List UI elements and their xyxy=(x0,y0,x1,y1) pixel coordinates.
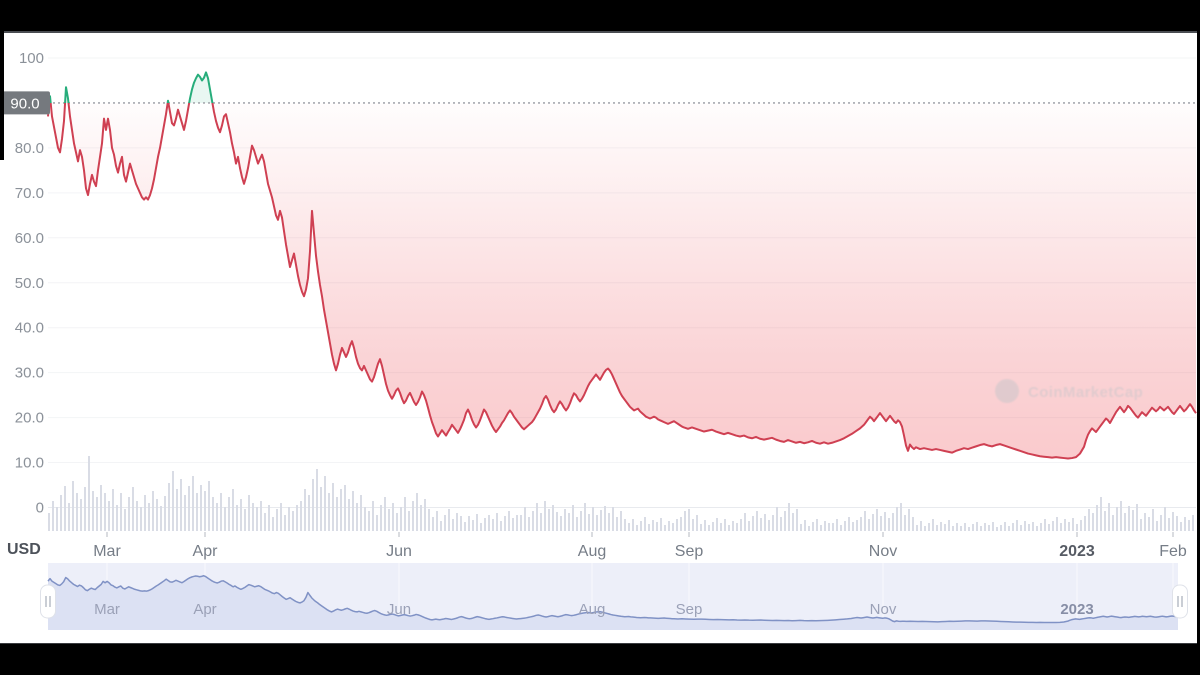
y-axis-label: 10.0 xyxy=(15,455,44,472)
navigator-right-handle[interactable] xyxy=(1172,584,1188,619)
y-axis-label: 20.0 xyxy=(15,410,44,427)
navigator-month-label: Mar xyxy=(94,601,120,618)
x-axis-label: Aug xyxy=(578,543,606,560)
y-axis-highlight-badge: 90.0 xyxy=(0,91,50,115)
watermark-icon xyxy=(995,379,1019,403)
watermark-text: CoinMarketCap xyxy=(1028,384,1143,401)
y-axis-label: 30.0 xyxy=(15,365,44,382)
navigator-month-label: 2023 xyxy=(1060,601,1093,618)
y-axis-label: 0 xyxy=(36,500,44,517)
letterbox-right-strip xyxy=(1197,0,1200,675)
y-axis-label: 100 xyxy=(19,50,44,67)
y-axis-label: 40.0 xyxy=(15,320,44,337)
navigator-month-label: Nov xyxy=(870,601,897,618)
chart-hover-area[interactable] xyxy=(48,33,1196,531)
x-axis-label: Apr xyxy=(193,543,219,560)
letterbox-left-strip xyxy=(0,0,4,160)
navigator-area xyxy=(48,575,1178,630)
currency-unit-label: USD xyxy=(7,541,41,558)
x-axis-label: Jun xyxy=(386,543,412,560)
price-line-red xyxy=(47,102,1197,460)
price-area-fill-negative xyxy=(48,102,1196,459)
price-chart: CoinMarketCap 100 90.0 80.0 70.0 60.0 50.0 40… xyxy=(0,33,1197,630)
navigator-month-label: Aug xyxy=(579,601,606,618)
x-axis-label: Nov xyxy=(869,543,897,560)
letterbox-top-bar xyxy=(0,0,1200,33)
y-axis-label: 60.0 xyxy=(15,230,44,247)
volume-bars xyxy=(48,456,1194,531)
navigator-month-label: Sep xyxy=(676,601,703,618)
price-line-green xyxy=(48,71,214,103)
navigator[interactable]: Mar Apr Jun Aug Sep Nov 2023 xyxy=(40,563,1188,630)
x-axis-label: Feb xyxy=(1159,543,1187,560)
navigator-left-handle[interactable] xyxy=(40,584,56,619)
letterbox-bottom-bar xyxy=(0,643,1200,675)
x-axis-label: 2023 xyxy=(1059,543,1095,560)
y-axis-label: 80.0 xyxy=(15,140,44,157)
navigator-month-label: Jun xyxy=(387,601,411,618)
y-axis-label: 70.0 xyxy=(15,185,44,202)
navigator-line xyxy=(47,574,1179,624)
navigator-month-label: Apr xyxy=(193,601,216,618)
y-axis-label: 50.0 xyxy=(15,275,44,292)
watermark: CoinMarketCap xyxy=(995,379,1143,403)
x-axis-label: Mar xyxy=(93,543,121,560)
svg-text:90.0: 90.0 xyxy=(10,95,39,112)
x-axis-label: Sep xyxy=(675,543,704,560)
